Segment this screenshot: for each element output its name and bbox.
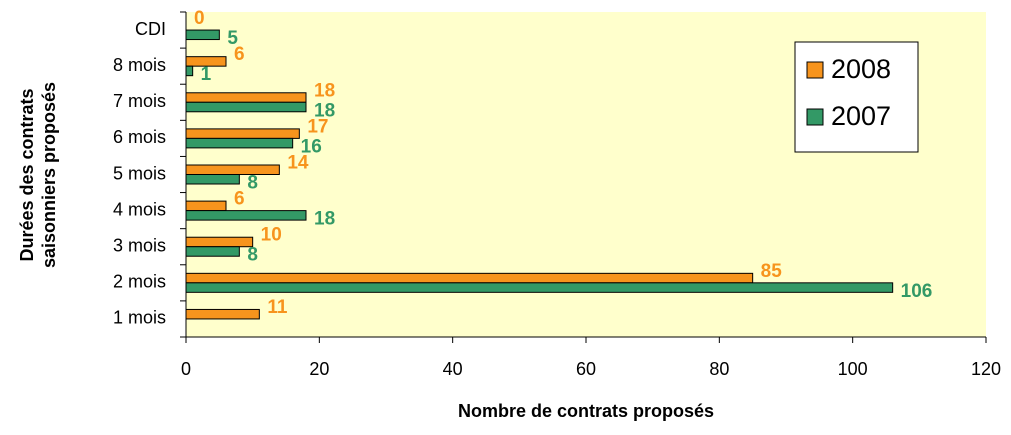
bar xyxy=(185,29,220,41)
bar xyxy=(185,272,754,284)
y-tick-label: CDI xyxy=(135,19,166,39)
y-tick-label: 7 mois xyxy=(113,91,166,111)
bar xyxy=(185,65,194,77)
x-tick-label: 100 xyxy=(838,359,868,379)
legend-box xyxy=(794,41,919,153)
value-label: 18 xyxy=(314,209,335,230)
y-axis-label: Durées des contrats saisonniers proposés xyxy=(17,82,59,268)
y-tick-label: 2 mois xyxy=(113,272,166,292)
y-tick-label: 1 mois xyxy=(113,308,166,328)
value-label: 1 xyxy=(201,64,212,85)
bar xyxy=(185,246,240,257)
legend-label: 2007 xyxy=(831,101,891,131)
y-tick-label: 6 mois xyxy=(113,127,166,147)
bar xyxy=(185,92,307,103)
bar xyxy=(185,210,307,221)
x-axis-label: Nombre de contrats proposés xyxy=(458,401,714,421)
bar xyxy=(185,128,300,139)
bar xyxy=(185,56,227,67)
value-label: 11 xyxy=(267,297,288,318)
bar xyxy=(185,174,240,185)
value-label: 14 xyxy=(287,153,309,174)
legend-swatch xyxy=(806,61,824,79)
bar xyxy=(185,200,227,212)
y-tick-label: 3 mois xyxy=(113,235,166,255)
x-tick-label: 120 xyxy=(971,359,1001,379)
value-label: 8 xyxy=(247,173,258,194)
bar xyxy=(185,101,307,113)
value-label: 6 xyxy=(234,44,245,65)
y-tick-label: 5 mois xyxy=(113,163,166,183)
bar xyxy=(185,137,294,149)
bar xyxy=(185,164,280,175)
y-axis-label-line: Durées des contrats xyxy=(17,88,37,261)
bar xyxy=(185,236,254,248)
value-label: 5 xyxy=(227,28,238,49)
bar xyxy=(185,308,260,320)
value-label: 10 xyxy=(261,225,282,246)
value-label: 6 xyxy=(234,189,245,210)
value-label: 85 xyxy=(761,261,783,282)
x-tick-label: 60 xyxy=(576,359,596,379)
value-label: 0 xyxy=(194,8,205,29)
y-tick-label: 4 mois xyxy=(113,199,166,219)
value-label: 106 xyxy=(901,281,933,302)
bar xyxy=(185,282,894,293)
y-tick-label: 8 mois xyxy=(113,55,166,75)
value-label: 18 xyxy=(314,80,335,101)
value-label: 18 xyxy=(314,100,335,121)
x-tick-label: 40 xyxy=(443,359,463,379)
value-label: 16 xyxy=(301,136,322,157)
x-tick-label: 80 xyxy=(709,359,729,379)
value-label: 8 xyxy=(247,245,258,266)
legend-swatch xyxy=(806,108,824,126)
y-axis-label-line: saisonniers proposés xyxy=(39,82,59,268)
value-label: 17 xyxy=(307,116,328,137)
x-tick-label: 20 xyxy=(309,359,329,379)
x-tick-label: 0 xyxy=(181,359,191,379)
legend-label: 2008 xyxy=(831,54,891,84)
